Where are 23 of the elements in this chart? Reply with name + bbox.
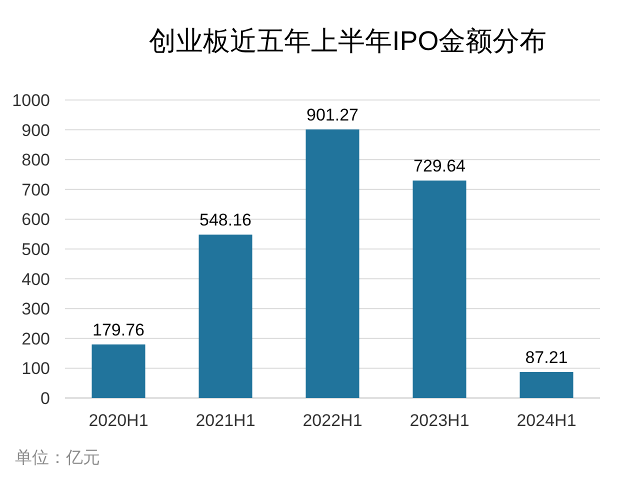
ytick: 300 (22, 300, 50, 319)
xtick: 2020H1 (88, 411, 148, 430)
xtick: 2021H1 (196, 411, 256, 430)
xtick: 2023H1 (410, 411, 470, 430)
annotation: 单位：亿元 (15, 448, 100, 467)
xtick: 2022H1 (302, 411, 362, 430)
ytick: 1000 (12, 91, 50, 110)
data-label: 729.64 (414, 156, 466, 176)
title: 创业板近五年上半年IPO金额分布 (149, 26, 547, 56)
ytick: 0 (40, 389, 50, 408)
xtick: 2024H1 (516, 411, 576, 430)
ytick: 100 (22, 359, 50, 378)
ytick: 500 (22, 240, 50, 259)
data-label: 87.21 (525, 348, 568, 367)
ytick: 800 (22, 150, 50, 170)
ytick: 400 (22, 270, 50, 289)
ytick: 700 (22, 180, 50, 200)
data-label: 548.16 (200, 210, 252, 230)
ytick: 900 (22, 120, 50, 140)
ytick: 200 (22, 329, 50, 348)
data-label: 901.27 (306, 105, 358, 124)
data-label: 179.76 (92, 320, 144, 340)
ytick: 600 (22, 210, 50, 230)
